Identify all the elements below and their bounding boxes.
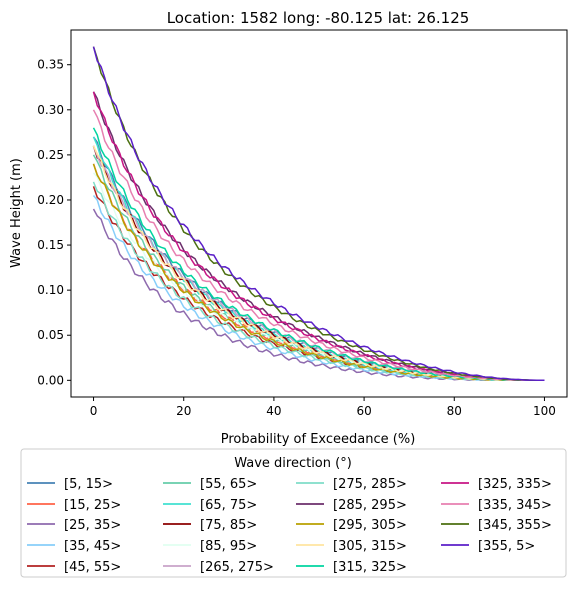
legend-label: [295, 305>	[333, 518, 407, 533]
legend-label: [275, 285>	[333, 477, 407, 492]
plot-area	[70, 29, 568, 398]
y-tick-label: 0.00	[37, 373, 64, 387]
y-axis-label: Wave Height (m)	[9, 158, 24, 268]
y-tick-label: 0.30	[37, 103, 64, 117]
x-tick-label: 60	[356, 404, 371, 418]
x-tick-label: 40	[266, 404, 281, 418]
legend-label: [15, 25>	[64, 498, 121, 513]
legend-label: [325, 335>	[478, 477, 552, 492]
legend-label: [75, 85>	[200, 518, 257, 533]
legend-label: [85, 95>	[200, 539, 257, 554]
legend-title: Wave direction (°)	[234, 456, 352, 471]
x-tick-label: 0	[90, 404, 98, 418]
x-tick-label: 100	[533, 404, 556, 418]
plot-frame	[70, 29, 568, 398]
y-axis: 0.00 0.05 0.10 0.15 0.20 0.25 0.30 0.35	[37, 58, 71, 387]
legend-label: [285, 295>	[333, 498, 407, 513]
series-layer	[92, 46, 545, 382]
y-tick-label: 0.05	[37, 328, 64, 342]
y-tick-label: 0.15	[37, 238, 64, 252]
legend-label: [265, 275>	[200, 560, 274, 575]
series-line	[92, 109, 545, 382]
legend-label: [65, 75>	[200, 498, 257, 513]
legend-label: [45, 55>	[64, 560, 121, 575]
legend-frame	[20, 448, 567, 578]
y-tick-label: 0.25	[37, 148, 64, 162]
y-tick-label: 0.35	[37, 58, 64, 72]
legend-label: [55, 65>	[200, 477, 257, 492]
x-axis: 0 20 40 60 80 100	[90, 397, 556, 418]
x-axis-label: Probability of Exceedance (%)	[221, 432, 416, 447]
x-tick-label: 20	[176, 404, 191, 418]
legend-label: [25, 35>	[64, 518, 121, 533]
legend-entries: [5, 15> [15, 25> [25, 35> [35, 45> [45, 55> […	[27, 477, 552, 575]
series-line	[92, 145, 545, 382]
x-tick-label: 80	[447, 404, 462, 418]
legend-label: [305, 315>	[333, 539, 407, 554]
y-tick-label: 0.10	[37, 283, 64, 297]
legend: Wave direction (°) [5, 15> [15, 25> [25, 3…	[20, 448, 567, 578]
legend-label: [335, 345>	[478, 498, 552, 513]
legend-label: [355, 5>	[478, 539, 535, 554]
legend-label: [35, 45>	[64, 539, 121, 554]
series-line	[92, 91, 545, 382]
legend-label: [345, 355>	[478, 518, 552, 533]
chart-title: Location: 1582 long: -80.125 lat: 26.125	[167, 9, 470, 27]
y-tick-label: 0.20	[37, 193, 64, 207]
legend-label: [315, 325>	[333, 560, 407, 575]
legend-label: [5, 15>	[64, 477, 113, 492]
series-line	[92, 46, 545, 382]
